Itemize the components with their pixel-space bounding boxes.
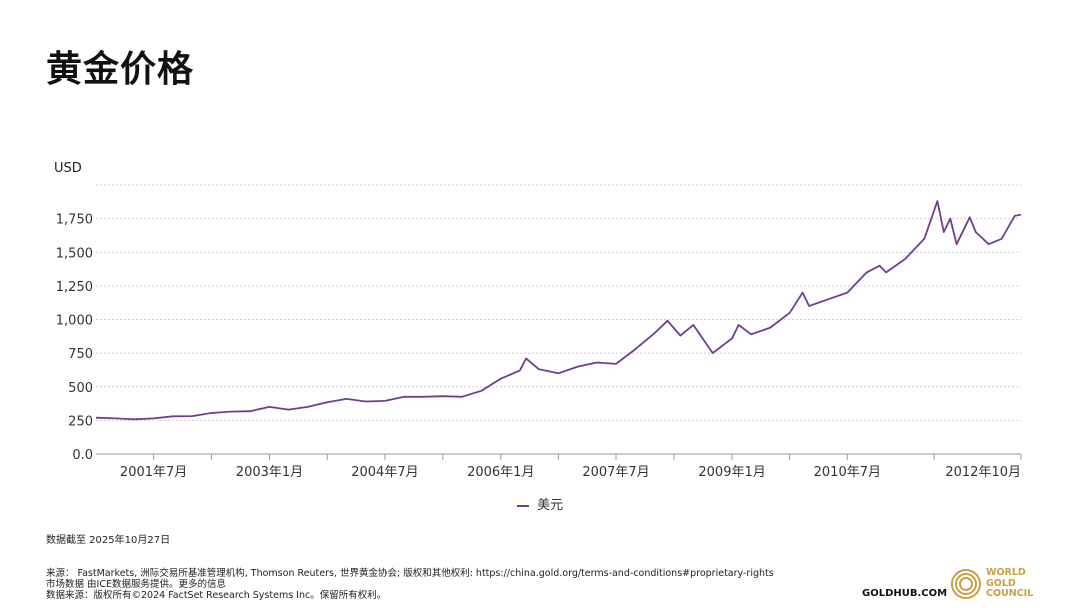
y-axis-title: USD (54, 161, 82, 176)
x-axis: 2001年7月 2003年1月 2004年7月 2006年1月 2007年7月 2009年… (96, 453, 1022, 480)
gridlines (96, 184, 1021, 421)
y-axis: 0.0 250 500 750 1,000 1,250 1,500 1,750 (56, 213, 93, 463)
logo-line-1: WORLD (986, 567, 1026, 578)
y-tick-label: 750 (68, 347, 93, 362)
footer-sources: 来源： FastMarkets, 洲际交易所基准管理机构, Thomson Re… (46, 568, 774, 601)
y-tick-label: 0.0 (72, 448, 93, 463)
x-tick-label: 2012年10月 (945, 465, 1021, 480)
series-lines (95, 200, 1022, 421)
page-title: 黄金价格 (46, 49, 195, 90)
y-tick-label: 1,000 (56, 314, 93, 329)
logo-line-2: GOLD (986, 577, 1016, 589)
world-gold-council-logo: WORLD GOLD COUNCIL (950, 567, 1040, 602)
goldhub-link[interactable]: GOLDHUB.COM (862, 588, 948, 599)
footer-line-ice[interactable]: 市场数据 由ICE数据服务提供。更多的信息 (46, 579, 226, 590)
x-tick-label: 2010年7月 (814, 465, 881, 480)
logo-line-3: COUNCIL (986, 588, 1034, 599)
y-tick-label: 250 (68, 414, 93, 429)
y-tick-label: 1,750 (56, 213, 93, 228)
y-tick-label: 1,500 (56, 246, 93, 261)
x-tick-label: 2004年7月 (351, 465, 418, 480)
legend-swatch (516, 504, 529, 507)
series-line (95, 200, 1022, 421)
x-tick-label: 2006年1月 (467, 465, 534, 480)
y-tick-label: 500 (68, 381, 93, 396)
legend[interactable]: 美元 (0, 494, 1080, 513)
legend-label: 美元 (537, 498, 564, 513)
as-of-date: 数据截至 2025年10月27日 (46, 535, 171, 546)
x-tick-label: 2009年1月 (698, 465, 765, 480)
footer-line-source: 来源： FastMarkets, 洲际交易所基准管理机构, Thomson Re… (46, 568, 774, 579)
x-tick-label: 2007年7月 (582, 465, 649, 480)
x-tick-label: 2003年1月 (236, 465, 303, 480)
y-tick-label: 1,250 (56, 280, 93, 295)
logo-text: WORLD GOLD COUNCIL (986, 567, 1034, 600)
footer-line-factset: 数据来源：版权所有©2024 FactSet Research Systems … (46, 590, 387, 601)
gold-rings-icon (951, 569, 981, 599)
x-tick-label: 2001年7月 (120, 465, 187, 480)
